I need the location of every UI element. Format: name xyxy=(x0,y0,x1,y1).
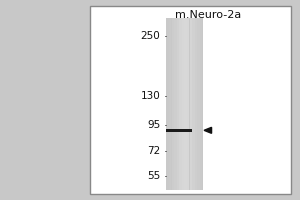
Bar xyxy=(195,18,197,190)
Bar xyxy=(177,18,179,190)
Polygon shape xyxy=(204,127,212,133)
Bar xyxy=(174,18,176,190)
Bar xyxy=(192,18,195,190)
Bar xyxy=(184,18,187,190)
Text: 55: 55 xyxy=(147,171,160,181)
Bar xyxy=(90,6,291,194)
Bar xyxy=(179,18,182,190)
Bar xyxy=(187,18,190,190)
Bar xyxy=(169,18,171,190)
Bar xyxy=(197,18,200,190)
Text: 250: 250 xyxy=(141,31,160,41)
Text: 72: 72 xyxy=(147,146,160,156)
Bar xyxy=(200,18,203,190)
Text: m.Neuro-2a: m.Neuro-2a xyxy=(175,10,242,20)
Bar xyxy=(167,18,203,190)
Bar xyxy=(202,18,205,190)
Bar xyxy=(172,18,174,190)
Text: 95: 95 xyxy=(147,120,160,130)
Bar xyxy=(182,18,184,190)
Bar xyxy=(167,18,169,190)
Bar xyxy=(190,18,192,190)
Bar xyxy=(167,129,192,132)
Text: 130: 130 xyxy=(141,91,160,101)
